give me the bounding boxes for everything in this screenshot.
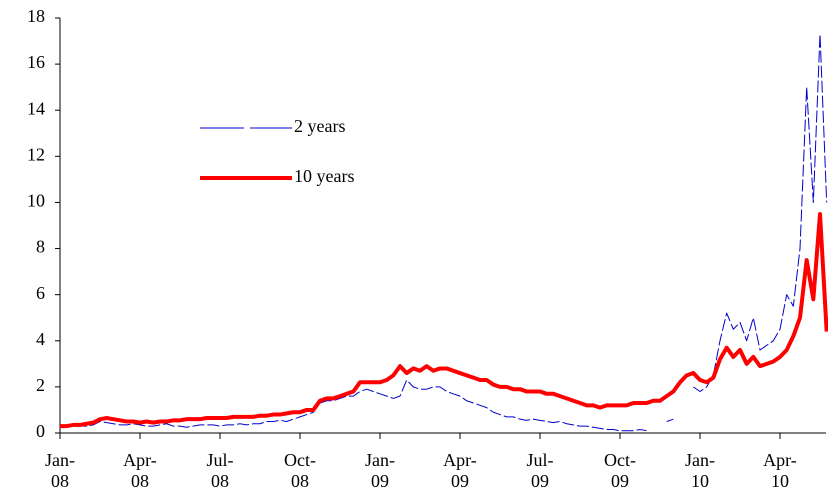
x-tick-label: Oct-08	[284, 450, 316, 490]
y-tick-label: 4	[36, 329, 45, 349]
y-tick-label: 2	[36, 375, 45, 395]
x-tick-label: Jan-08	[45, 450, 75, 490]
y-tick-label: 18	[27, 6, 45, 26]
x-tick-label: Jul-08	[207, 450, 234, 490]
legend-label: 10 years	[294, 166, 354, 186]
x-tick-label: Jan-10	[685, 450, 715, 490]
y-tick-label: 10	[27, 191, 45, 211]
y-tick-label: 14	[27, 98, 45, 118]
y-tick-label: 0	[36, 421, 45, 441]
series-line	[59, 33, 828, 432]
x-tick-label: Jul-09	[527, 450, 554, 490]
x-tick-label: Jan-09	[365, 450, 395, 490]
y-tick-label: 12	[27, 144, 45, 164]
x-tick-label: Apr-10	[763, 450, 797, 490]
y-tick-label: 8	[36, 237, 45, 257]
legend-label: 2 years	[294, 116, 345, 136]
series-line	[60, 211, 828, 429]
x-tick-label: Apr-08	[123, 450, 157, 490]
x-tick-label: Apr-09	[443, 450, 477, 490]
y-tick-label: 6	[36, 283, 45, 303]
y-tick-label: 16	[27, 52, 45, 72]
x-tick-label: Oct-09	[604, 450, 636, 490]
